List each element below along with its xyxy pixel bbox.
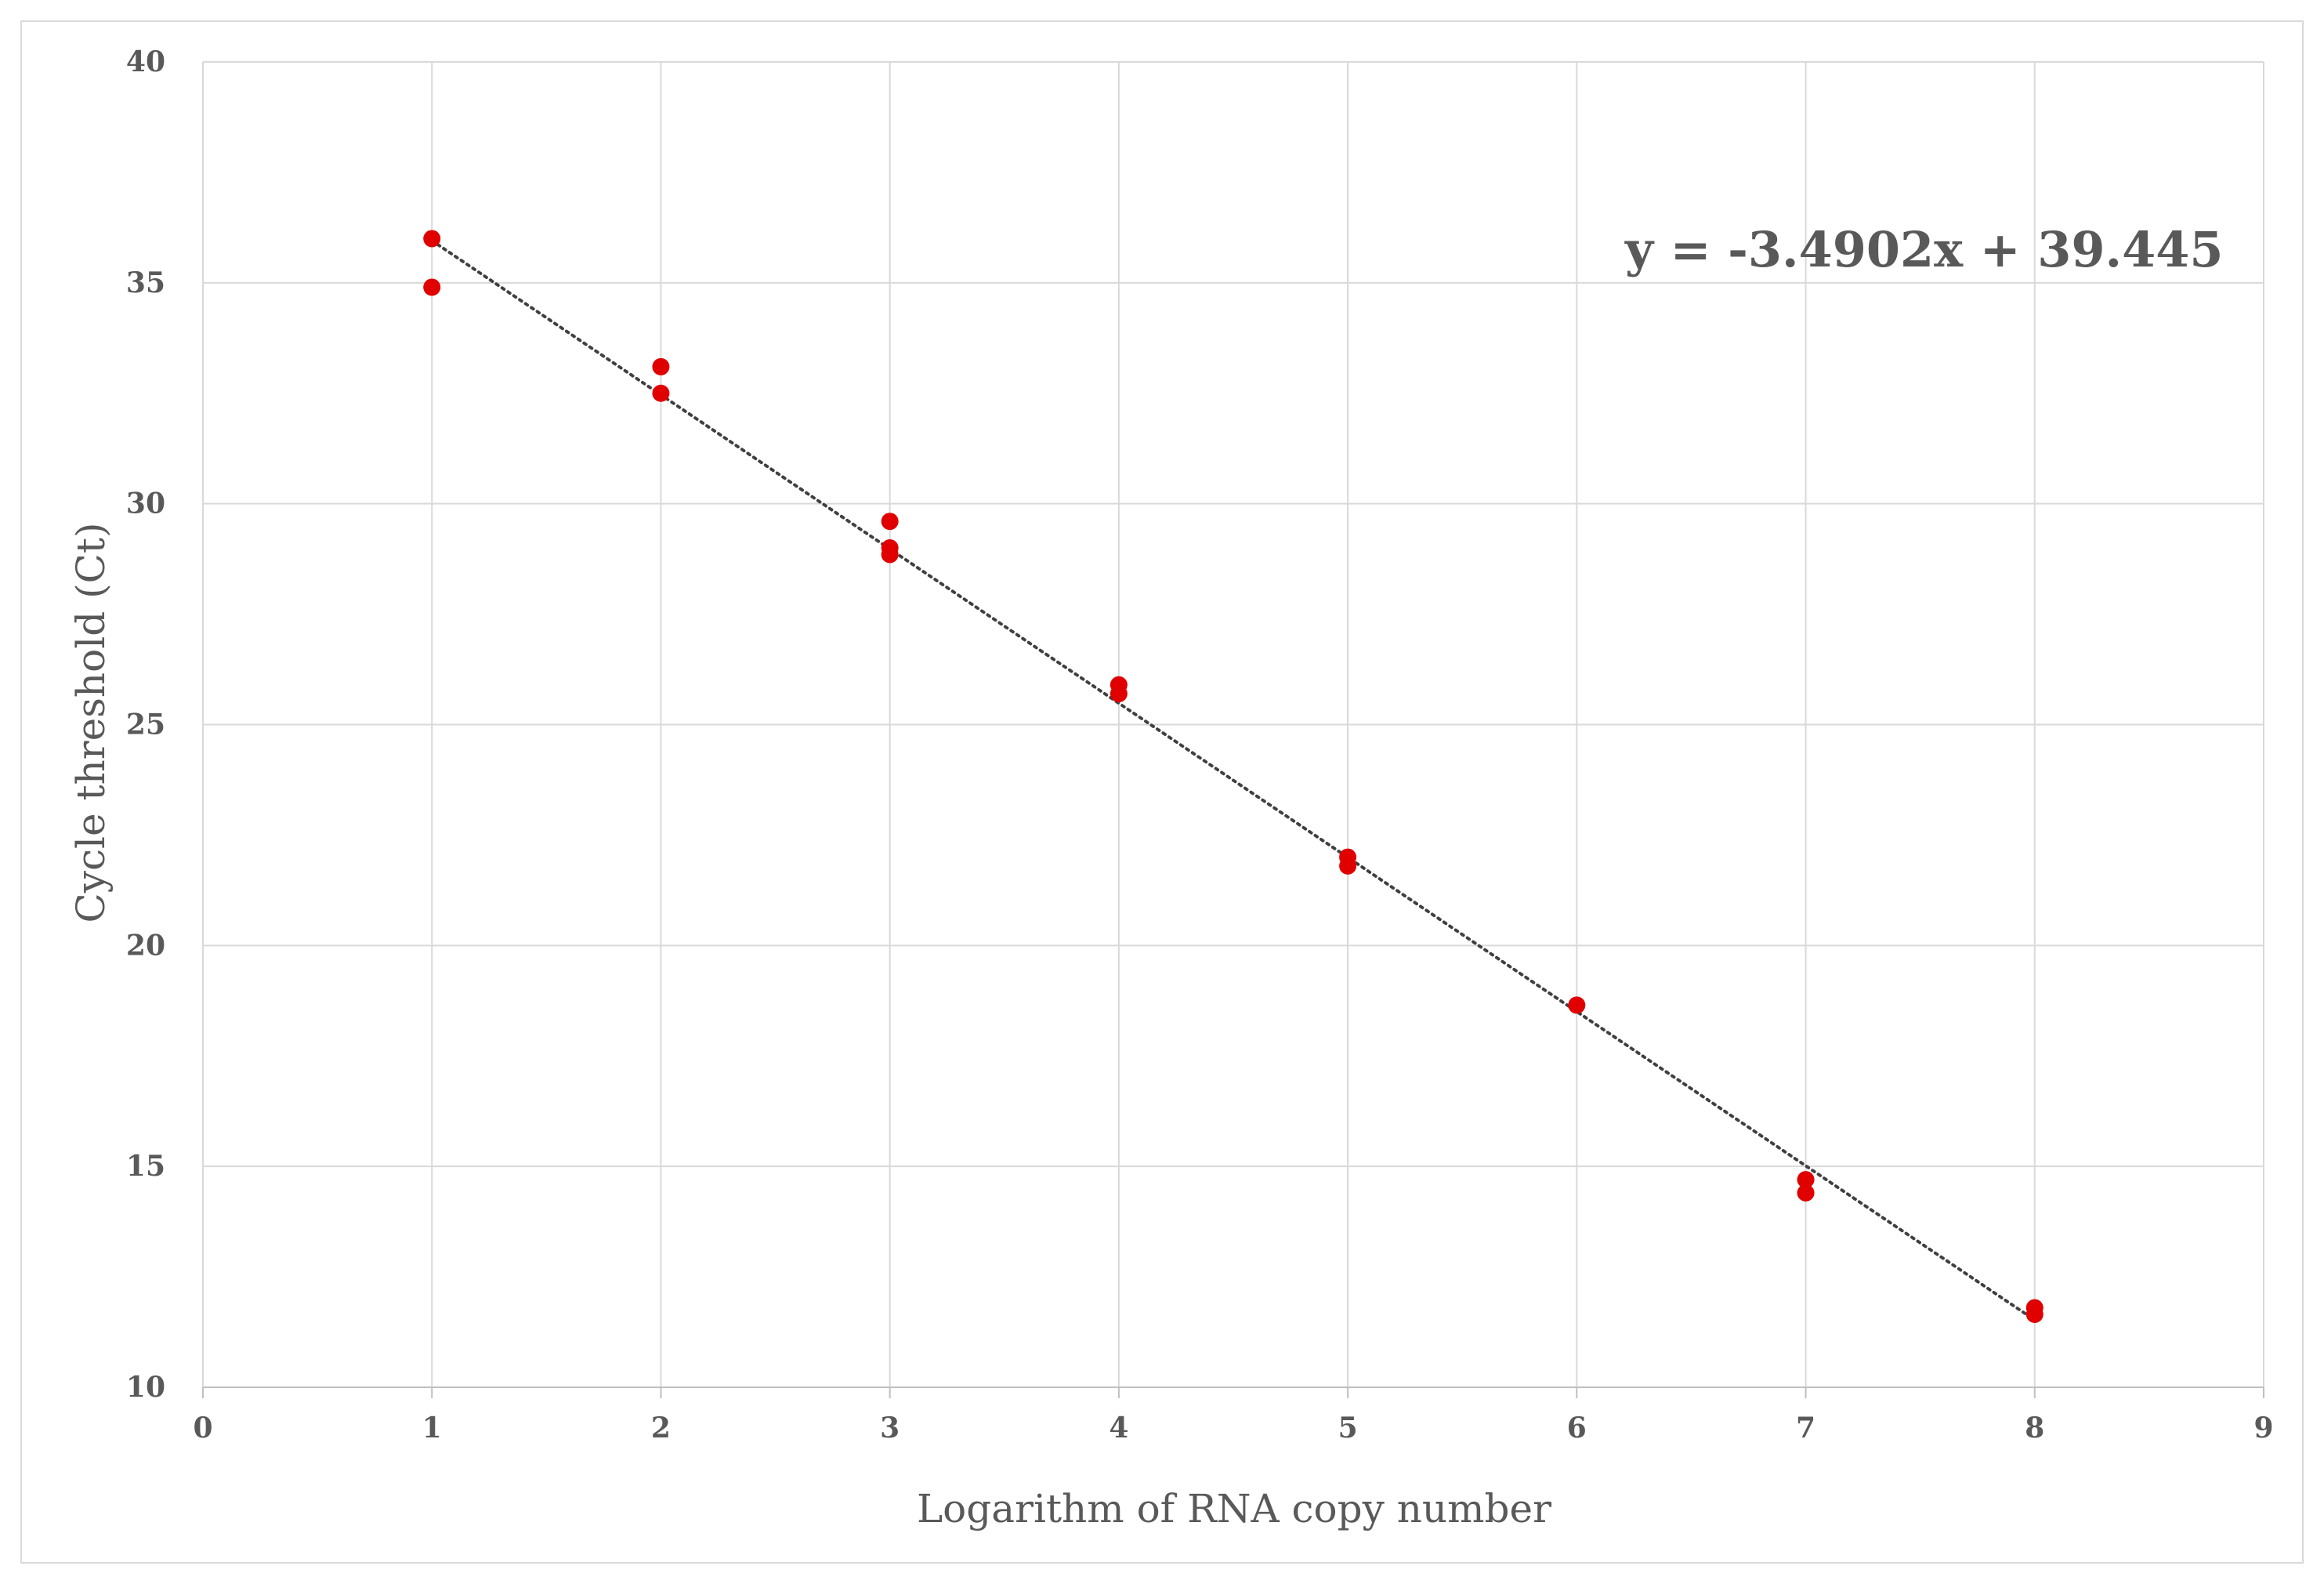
data-points — [423, 230, 2043, 1323]
x-tick-label: 3 — [880, 1412, 900, 1444]
data-point — [2025, 1305, 2043, 1323]
data-point — [423, 230, 441, 248]
y-tick-label: 15 — [126, 1150, 165, 1183]
data-point — [1110, 685, 1128, 703]
x-tick-label: 5 — [1338, 1412, 1358, 1444]
data-point — [1797, 1171, 1815, 1189]
y-axis-title: Cycle threshold (Ct) — [68, 523, 114, 923]
y-tick-label: 20 — [126, 929, 165, 962]
trendline-equation: y = -3.4902x + 39.445 — [1624, 221, 2224, 278]
x-tick-label: 4 — [1109, 1412, 1128, 1444]
data-point — [1339, 857, 1357, 875]
y-tick-label: 10 — [126, 1371, 165, 1404]
x-tick-label: 7 — [1796, 1412, 1815, 1444]
x-tick-label: 6 — [1567, 1412, 1587, 1444]
data-point — [1568, 996, 1586, 1014]
data-point — [423, 278, 441, 296]
data-point — [652, 357, 670, 375]
x-tick-label: 1 — [422, 1412, 442, 1444]
x-axis-title: Logarithm of RNA copy number — [917, 1486, 1551, 1531]
data-point — [881, 513, 899, 531]
y-tick-label: 35 — [126, 266, 165, 299]
gridlines — [203, 61, 2264, 1387]
data-point — [881, 546, 899, 564]
x-tick-label: 9 — [2253, 1412, 2273, 1444]
x-tick-label: 8 — [2025, 1412, 2044, 1444]
data-point — [652, 384, 670, 402]
x-tick-label: 2 — [651, 1412, 671, 1444]
chart-frame — [20, 20, 2304, 1564]
trendline-layer — [430, 239, 2036, 1322]
trendline — [430, 239, 2036, 1322]
y-tick-label: 40 — [126, 45, 165, 78]
y-tick-label: 30 — [126, 488, 165, 520]
y-tick-label: 25 — [126, 709, 165, 741]
x-tick-label: 0 — [193, 1412, 212, 1444]
data-point — [1797, 1183, 1815, 1202]
tick-labels: 10 15 20 25 30 35 40 0 1 2 3 4 5 6 7 8 9 — [126, 45, 2274, 1444]
axes — [202, 62, 2264, 1398]
